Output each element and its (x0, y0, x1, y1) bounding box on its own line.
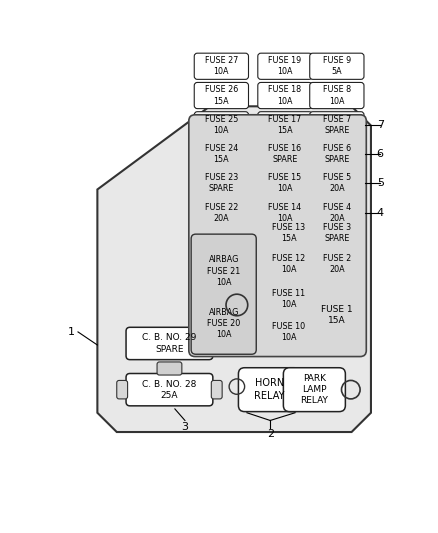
FancyBboxPatch shape (310, 251, 364, 278)
Text: FUSE 18
10A: FUSE 18 10A (268, 85, 301, 106)
Text: FUSE 12
10A: FUSE 12 10A (272, 254, 305, 274)
Text: FUSE 2
20A: FUSE 2 20A (323, 254, 351, 274)
FancyBboxPatch shape (194, 83, 248, 109)
Text: FUSE 17
15A: FUSE 17 15A (268, 115, 301, 135)
FancyBboxPatch shape (261, 251, 316, 278)
FancyBboxPatch shape (197, 304, 251, 343)
FancyBboxPatch shape (310, 83, 364, 109)
Text: AIRBAG
FUSE 21
10A: AIRBAG FUSE 21 10A (207, 255, 240, 287)
FancyBboxPatch shape (310, 112, 364, 138)
Text: C. B. NO. 28
25A: C. B. NO. 28 25A (142, 379, 197, 400)
FancyBboxPatch shape (258, 112, 312, 138)
FancyBboxPatch shape (261, 317, 316, 346)
Text: 1: 1 (68, 327, 75, 337)
FancyBboxPatch shape (197, 251, 251, 292)
FancyBboxPatch shape (194, 199, 248, 225)
Text: FUSE 3
SPARE: FUSE 3 SPARE (323, 223, 351, 244)
Text: FUSE 1
15A: FUSE 1 15A (321, 305, 353, 325)
Text: C. B. NO. 29
SPARE: C. B. NO. 29 SPARE (142, 334, 197, 353)
Text: 4: 4 (377, 207, 384, 217)
FancyBboxPatch shape (117, 381, 127, 399)
Text: FUSE 13
15A: FUSE 13 15A (272, 223, 305, 244)
FancyBboxPatch shape (258, 141, 312, 167)
FancyBboxPatch shape (310, 141, 364, 167)
Text: FUSE 14
10A: FUSE 14 10A (268, 203, 301, 223)
FancyBboxPatch shape (194, 53, 248, 79)
Text: FUSE 22
20A: FUSE 22 20A (205, 203, 238, 223)
Text: FUSE 6
SPARE: FUSE 6 SPARE (323, 144, 351, 164)
Text: FUSE 11
10A: FUSE 11 10A (272, 289, 305, 309)
FancyBboxPatch shape (126, 327, 213, 360)
Text: 3: 3 (181, 422, 188, 432)
FancyBboxPatch shape (157, 362, 182, 375)
Text: FUSE 7
SPARE: FUSE 7 SPARE (323, 115, 351, 135)
FancyBboxPatch shape (258, 170, 312, 196)
Text: FUSE 10
10A: FUSE 10 10A (272, 322, 305, 342)
FancyBboxPatch shape (261, 284, 316, 313)
FancyBboxPatch shape (194, 170, 248, 196)
Text: 7: 7 (377, 120, 384, 130)
Text: FUSE 15
10A: FUSE 15 10A (268, 173, 301, 193)
FancyBboxPatch shape (310, 285, 364, 345)
Text: FUSE 4
20A: FUSE 4 20A (323, 203, 351, 223)
FancyBboxPatch shape (238, 368, 300, 411)
FancyBboxPatch shape (258, 83, 312, 109)
FancyBboxPatch shape (310, 199, 364, 225)
Text: 2: 2 (267, 429, 274, 439)
FancyBboxPatch shape (310, 220, 364, 247)
FancyBboxPatch shape (283, 368, 346, 411)
Text: FUSE 23
SPARE: FUSE 23 SPARE (205, 173, 238, 193)
Text: FUSE 25
10A: FUSE 25 10A (205, 115, 238, 135)
FancyBboxPatch shape (310, 170, 364, 196)
Text: FUSE 24
15A: FUSE 24 15A (205, 144, 238, 164)
FancyBboxPatch shape (310, 53, 364, 79)
Text: PARK
LAMP
RELAY: PARK LAMP RELAY (300, 374, 328, 405)
FancyBboxPatch shape (211, 381, 222, 399)
FancyBboxPatch shape (191, 234, 256, 354)
Text: 5: 5 (377, 179, 384, 188)
FancyBboxPatch shape (261, 220, 316, 247)
Text: FUSE 8
10A: FUSE 8 10A (323, 85, 351, 106)
Text: HORN
RELAY: HORN RELAY (254, 378, 285, 401)
PathPatch shape (97, 106, 371, 432)
FancyBboxPatch shape (258, 53, 312, 79)
Text: FUSE 26
15A: FUSE 26 15A (205, 85, 238, 106)
Text: FUSE 16
SPARE: FUSE 16 SPARE (268, 144, 301, 164)
FancyBboxPatch shape (258, 199, 312, 225)
FancyBboxPatch shape (126, 374, 213, 406)
Text: AIRBAG
FUSE 20
10A: AIRBAG FUSE 20 10A (207, 308, 240, 339)
Text: 6: 6 (377, 149, 384, 159)
FancyBboxPatch shape (194, 141, 248, 167)
Text: FUSE 19
10A: FUSE 19 10A (268, 56, 301, 76)
Text: FUSE 9
5A: FUSE 9 5A (323, 56, 351, 76)
FancyBboxPatch shape (189, 115, 366, 357)
FancyBboxPatch shape (194, 112, 248, 138)
Text: FUSE 5
20A: FUSE 5 20A (323, 173, 351, 193)
Text: FUSE 27
10A: FUSE 27 10A (205, 56, 238, 76)
